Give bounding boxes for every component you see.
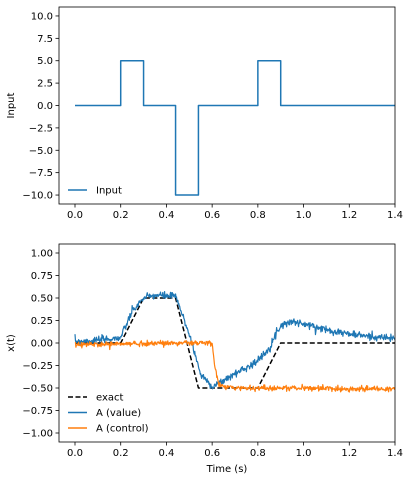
state-plot-panel: 0.0 0.2 0.4 0.6 0.8 1.0 1.2 1.4 1.00 0.75 0.50 0.25…: [6, 243, 403, 475]
y-tick-label: −0.75: [22, 406, 53, 417]
y-tick: −7.5: [29, 168, 59, 179]
x-tick: 0.4: [158, 204, 174, 221]
x-tick: 0.8: [250, 204, 266, 221]
x-tick-label: 0.0: [67, 448, 83, 459]
y-tick: −2.5: [29, 123, 59, 134]
x-tick: 1.4: [387, 204, 403, 221]
x-tick-label: 1.4: [387, 210, 403, 221]
y-axis-label: x(t): [6, 334, 17, 352]
y-tick-label: −2.5: [29, 123, 53, 134]
x-tick-label: 0.4: [158, 210, 174, 221]
legend: exact A (value) A (control): [68, 393, 149, 435]
x-tick-label: 1.2: [341, 210, 357, 221]
y-tick-label: 0.0: [37, 101, 53, 112]
series-group: [75, 59, 395, 196]
x-axis-label: Time (s): [206, 464, 248, 475]
y-tick-label: −7.5: [29, 168, 53, 179]
y-tick-label: 0.75: [31, 271, 53, 282]
y-axis-label: Input: [6, 92, 17, 118]
x-tick: 0.2: [113, 442, 129, 459]
y-tick: 2.5: [37, 79, 59, 90]
y-tick: 0.75: [31, 271, 59, 282]
y-tick: 0.25: [31, 316, 59, 327]
x-tick: 1.2: [341, 442, 357, 459]
series-line-a-control: [74, 339, 395, 393]
y-tick: −5.0: [29, 146, 59, 157]
legend-entry-label: exact: [96, 393, 124, 404]
x-tick: 1.2: [341, 204, 357, 221]
x-tick-label: 0.2: [113, 210, 129, 221]
x-tick: 0.0: [67, 204, 83, 221]
x-tick-label: 0.8: [250, 448, 266, 459]
x-tick-label: 1.0: [296, 210, 312, 221]
y-tick: 10.0: [31, 11, 59, 22]
y-tick-label: 1.00: [31, 249, 53, 260]
y-tick-label: 7.5: [37, 34, 53, 45]
x-tick: 0.8: [250, 442, 266, 459]
y-tick: 0.00: [31, 339, 59, 350]
x-tick: 0.2: [113, 204, 129, 221]
x-tick-label: 0.6: [204, 210, 220, 221]
legend-entry-label: A (control): [96, 424, 149, 435]
x-tick-label: 0.4: [158, 448, 174, 459]
y-tick-label: −10.0: [22, 191, 53, 202]
y-tick: −0.75: [22, 406, 59, 417]
x-tick: 1.0: [296, 204, 312, 221]
x-tick: 0.0: [67, 442, 83, 459]
legend-entry-label: Input: [96, 186, 122, 197]
y-tick-label: 0.25: [31, 316, 53, 327]
y-tick-label: 10.0: [31, 11, 53, 22]
y-tick: 7.5: [37, 34, 59, 45]
legend: Input: [68, 186, 122, 197]
x-tick: 0.6: [204, 442, 220, 459]
y-tick: −0.50: [22, 384, 59, 395]
y-tick-label: −0.50: [22, 384, 53, 395]
y-tick: 1.00: [31, 249, 59, 260]
y-tick: −0.25: [22, 361, 59, 372]
x-tick-label: 0.6: [204, 448, 220, 459]
y-tick: 5.0: [37, 56, 59, 67]
x-tick-label: 1.2: [341, 448, 357, 459]
y-tick-label: −0.25: [22, 361, 53, 372]
x-tick-label: 0.2: [113, 448, 129, 459]
x-tick-label: 0.0: [67, 210, 83, 221]
y-tick-label: 2.5: [37, 79, 53, 90]
y-tick-label: −1.00: [22, 429, 53, 440]
y-tick: −1.00: [22, 429, 59, 440]
y-tick-label: −5.0: [29, 146, 53, 157]
x-tick: 1.0: [296, 442, 312, 459]
y-tick: −10.0: [22, 191, 59, 202]
x-tick-label: 0.8: [250, 210, 266, 221]
series-line-a-value: [74, 290, 395, 390]
y-tick: 0.50: [31, 294, 59, 305]
x-tick: 1.4: [387, 442, 403, 459]
x-tick: 0.4: [158, 442, 174, 459]
input-plot-panel: 0.0 0.2 0.4 0.6 0.8 1.0 1.2 1.4 10.0 7.5 5.0 2.5 0.0…: [6, 6, 403, 221]
x-tick-label: 1.0: [296, 448, 312, 459]
y-tick-label: 5.0: [37, 56, 53, 67]
x-tick: 0.6: [204, 204, 220, 221]
y-tick-label: 0.00: [31, 339, 53, 350]
x-tick-label: 1.4: [387, 448, 403, 459]
y-tick: 0.0: [37, 101, 59, 112]
y-tick-label: 0.50: [31, 294, 53, 305]
series-line-input: [75, 59, 395, 196]
series-group: [74, 290, 395, 393]
legend-entry-label: A (value): [96, 408, 141, 419]
